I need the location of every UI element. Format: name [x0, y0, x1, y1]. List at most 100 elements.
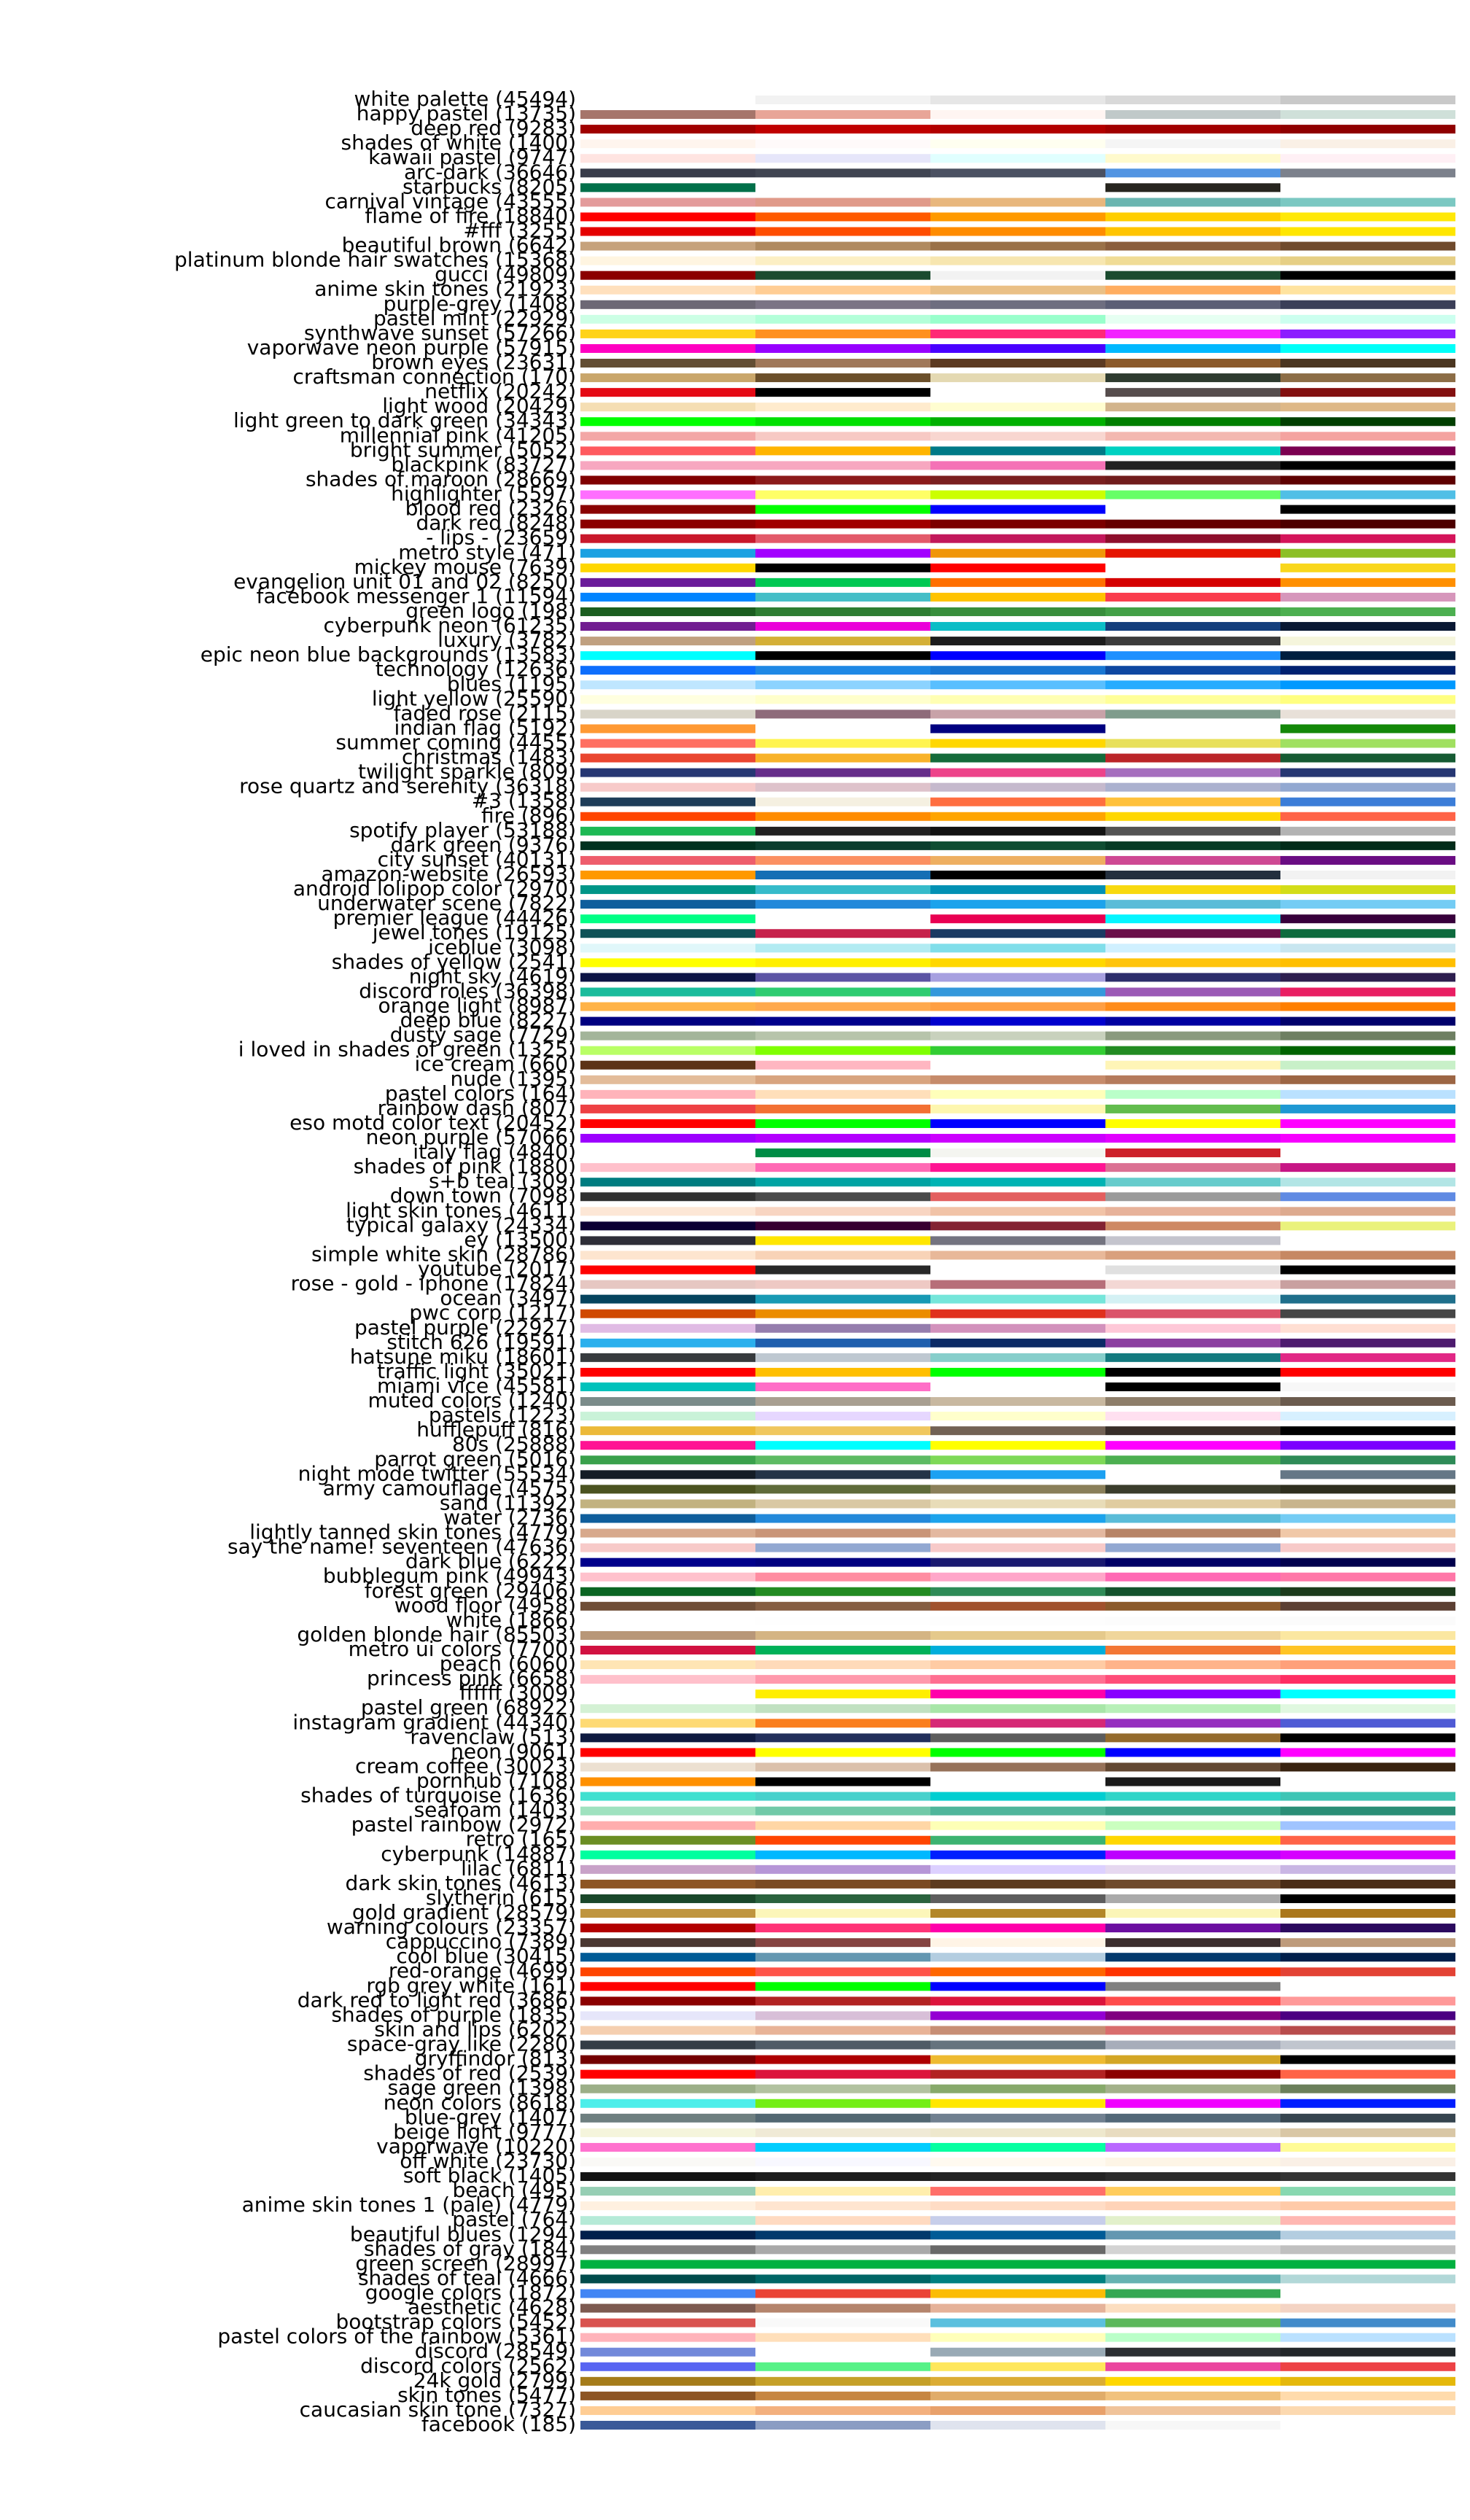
- color-swatch: [930, 1879, 1105, 1889]
- color-swatch: [755, 900, 930, 909]
- palette-label: white palette (45494): [354, 87, 576, 111]
- color-swatch: [930, 2260, 1105, 2269]
- color-swatch: [1280, 2362, 1455, 2371]
- color-swatch: [1280, 2084, 1455, 2093]
- color-swatch: [755, 1075, 930, 1084]
- color-swatch: [1105, 1163, 1280, 1172]
- color-swatch: [930, 2187, 1105, 2196]
- color-swatch: [930, 1967, 1105, 1977]
- color-swatch: [580, 1748, 755, 1757]
- palette-label: dark red (8248): [416, 511, 576, 535]
- color-swatch: [755, 2406, 930, 2415]
- color-swatch: [1280, 2303, 1455, 2313]
- color-swatch: [1280, 168, 1455, 178]
- color-swatch: [930, 1470, 1105, 1479]
- color-swatch: [1105, 914, 1280, 924]
- color-swatch: [1280, 1075, 1455, 1084]
- color-swatch: [755, 1031, 930, 1041]
- color-swatch: [755, 973, 930, 982]
- palette-label: shades of yellow (2541): [332, 949, 576, 973]
- color-swatch: [755, 359, 930, 368]
- color-swatch: [1280, 944, 1455, 953]
- color-swatch: [930, 2245, 1105, 2255]
- color-swatch: [1280, 359, 1455, 368]
- color-swatch: [1280, 2055, 1455, 2064]
- color-swatch: [1280, 724, 1455, 734]
- color-swatch: [1105, 271, 1280, 280]
- color-swatch: [930, 1412, 1105, 1421]
- palette-label: blackpink (83727): [391, 452, 576, 476]
- color-swatch: [580, 534, 755, 543]
- color-swatch: [1280, 1514, 1455, 1523]
- color-swatch: [1280, 1660, 1455, 1670]
- color-swatch: [930, 739, 1105, 748]
- palette-label: shades of teal (4666): [358, 2266, 576, 2290]
- color-swatch: [1280, 987, 1455, 997]
- color-swatch: [1280, 680, 1455, 690]
- palette-label: pastels (1223): [429, 1403, 576, 1427]
- color-swatch: [1280, 2274, 1455, 2284]
- palette-label: night mode twitter (55534): [298, 1461, 576, 1485]
- palette-label: arc-dark (36646): [404, 160, 576, 184]
- palette-label: bubblegum pink (49943): [323, 1564, 576, 1588]
- color-swatch: [755, 592, 930, 602]
- color-swatch: [930, 2011, 1105, 2021]
- color-swatch: [1105, 2318, 1280, 2328]
- color-swatch: [580, 855, 755, 865]
- color-swatch: [755, 212, 930, 222]
- color-swatch: [580, 1426, 755, 1436]
- color-swatch: [1105, 1587, 1280, 1596]
- color-swatch: [1280, 2216, 1455, 2225]
- color-swatch: [1105, 1382, 1280, 1391]
- color-swatch: [755, 2245, 930, 2255]
- color-swatch: [580, 2347, 755, 2357]
- color-swatch: [755, 1835, 930, 1845]
- color-swatch: [1280, 1089, 1455, 1099]
- color-swatch: [1105, 432, 1280, 441]
- color-swatch: [930, 563, 1105, 572]
- color-swatch: [1105, 651, 1280, 661]
- color-swatch: [580, 1163, 755, 1172]
- palette-label: cool blue (30415): [396, 1944, 576, 1968]
- color-swatch: [755, 343, 930, 353]
- palette-label: dark red to light red (3686): [298, 1988, 576, 2012]
- palette-label: ey (13500): [464, 1227, 576, 1251]
- palette-label: starbucks (8205): [402, 174, 576, 198]
- color-swatch: [1280, 2069, 1455, 2079]
- color-swatch: [755, 1499, 930, 1509]
- color-swatch: [1280, 1792, 1455, 1801]
- color-swatch: [930, 2026, 1105, 2035]
- color-swatch: [580, 782, 755, 792]
- color-swatch: [1280, 1864, 1455, 1874]
- color-swatch: [580, 914, 755, 924]
- palette-label: #3 (1358): [472, 789, 576, 813]
- color-swatch: [930, 1704, 1105, 1714]
- color-swatch: [1105, 446, 1280, 456]
- color-swatch: [1280, 1748, 1455, 1757]
- color-swatch: [930, 2128, 1105, 2137]
- color-swatch: [1105, 973, 1280, 982]
- palette-label: beach (495): [453, 2178, 577, 2202]
- palette-label: luxury (3782): [438, 628, 576, 652]
- color-swatch: [1280, 125, 1455, 134]
- palette-label: shades of pink (1880): [354, 1154, 576, 1178]
- color-swatch: [1105, 1089, 1280, 1099]
- color-swatch: [1105, 1251, 1280, 1260]
- color-swatch: [580, 2187, 755, 2196]
- color-swatch: [1280, 1323, 1455, 1333]
- color-swatch: [580, 1455, 755, 1465]
- palette-label: princess pink (6658): [367, 1666, 576, 1690]
- color-swatch: [755, 490, 930, 499]
- color-swatch: [580, 2172, 755, 2182]
- palette-label: skin tones (5477): [397, 2383, 576, 2407]
- color-swatch: [755, 695, 930, 704]
- color-swatch: [1280, 1719, 1455, 1728]
- color-swatch: [580, 1630, 755, 1640]
- color-swatch: [580, 797, 755, 806]
- color-swatch: [755, 1046, 930, 1055]
- palette-label: shades of purple (1835): [331, 2002, 576, 2026]
- palette-label: green logo (198): [405, 599, 576, 623]
- color-swatch: [930, 505, 1105, 514]
- color-swatch: [1280, 2142, 1455, 2152]
- color-swatch: [1105, 1207, 1280, 1216]
